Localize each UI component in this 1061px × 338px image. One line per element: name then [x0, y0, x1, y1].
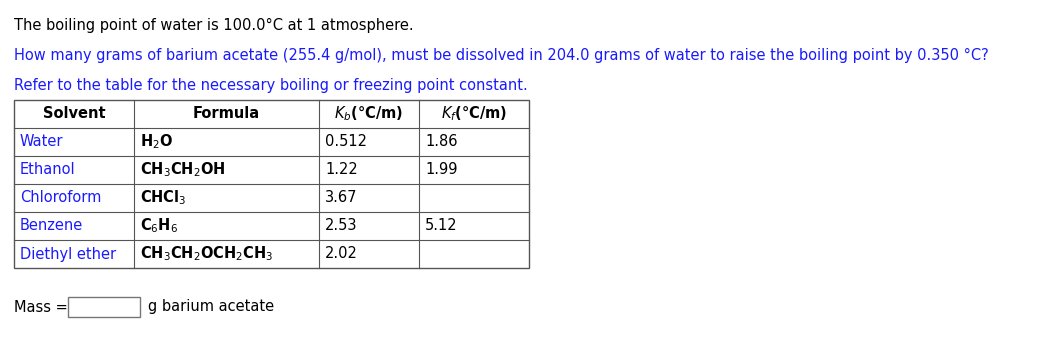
Text: 2.02: 2.02: [325, 246, 358, 262]
Text: 1.22: 1.22: [325, 163, 358, 177]
Text: Water: Water: [20, 135, 64, 149]
Text: Formula: Formula: [193, 106, 260, 121]
Text: Benzene: Benzene: [20, 218, 83, 234]
Text: Chloroform: Chloroform: [20, 191, 102, 206]
Text: $K_f$(°C/m): $K_f$(°C/m): [440, 105, 507, 123]
Bar: [68, 297, 140, 317]
Text: Mass =: Mass =: [14, 299, 68, 314]
Text: 1.99: 1.99: [425, 163, 457, 177]
Text: C$_6$H$_6$: C$_6$H$_6$: [140, 217, 178, 235]
Text: g barium acetate: g barium acetate: [147, 299, 274, 314]
Text: CH$_3$CH$_2$OH: CH$_3$CH$_2$OH: [140, 161, 226, 179]
Text: The boiling point of water is 100.0°C at 1 atmosphere.: The boiling point of water is 100.0°C at…: [14, 18, 414, 33]
Text: 1.86: 1.86: [425, 135, 457, 149]
Bar: [14, 100, 529, 268]
Text: CH$_3$CH$_2$OCH$_2$CH$_3$: CH$_3$CH$_2$OCH$_2$CH$_3$: [140, 245, 274, 263]
Text: Refer to the table for the necessary boiling or freezing point constant.: Refer to the table for the necessary boi…: [14, 78, 527, 93]
Text: 3.67: 3.67: [325, 191, 358, 206]
Text: Diethyl ether: Diethyl ether: [20, 246, 116, 262]
Text: H$_2$O: H$_2$O: [140, 132, 173, 151]
Text: Ethanol: Ethanol: [20, 163, 75, 177]
Text: 2.53: 2.53: [325, 218, 358, 234]
Text: Solvent: Solvent: [42, 106, 105, 121]
Text: 0.512: 0.512: [325, 135, 367, 149]
Text: How many grams of barium acetate (255.4 g/mol), must be dissolved in 204.0 grams: How many grams of barium acetate (255.4 …: [14, 48, 989, 63]
Text: $K_b$(°C/m): $K_b$(°C/m): [334, 105, 403, 123]
Text: CHCl$_3$: CHCl$_3$: [140, 189, 187, 207]
Text: 5.12: 5.12: [425, 218, 457, 234]
